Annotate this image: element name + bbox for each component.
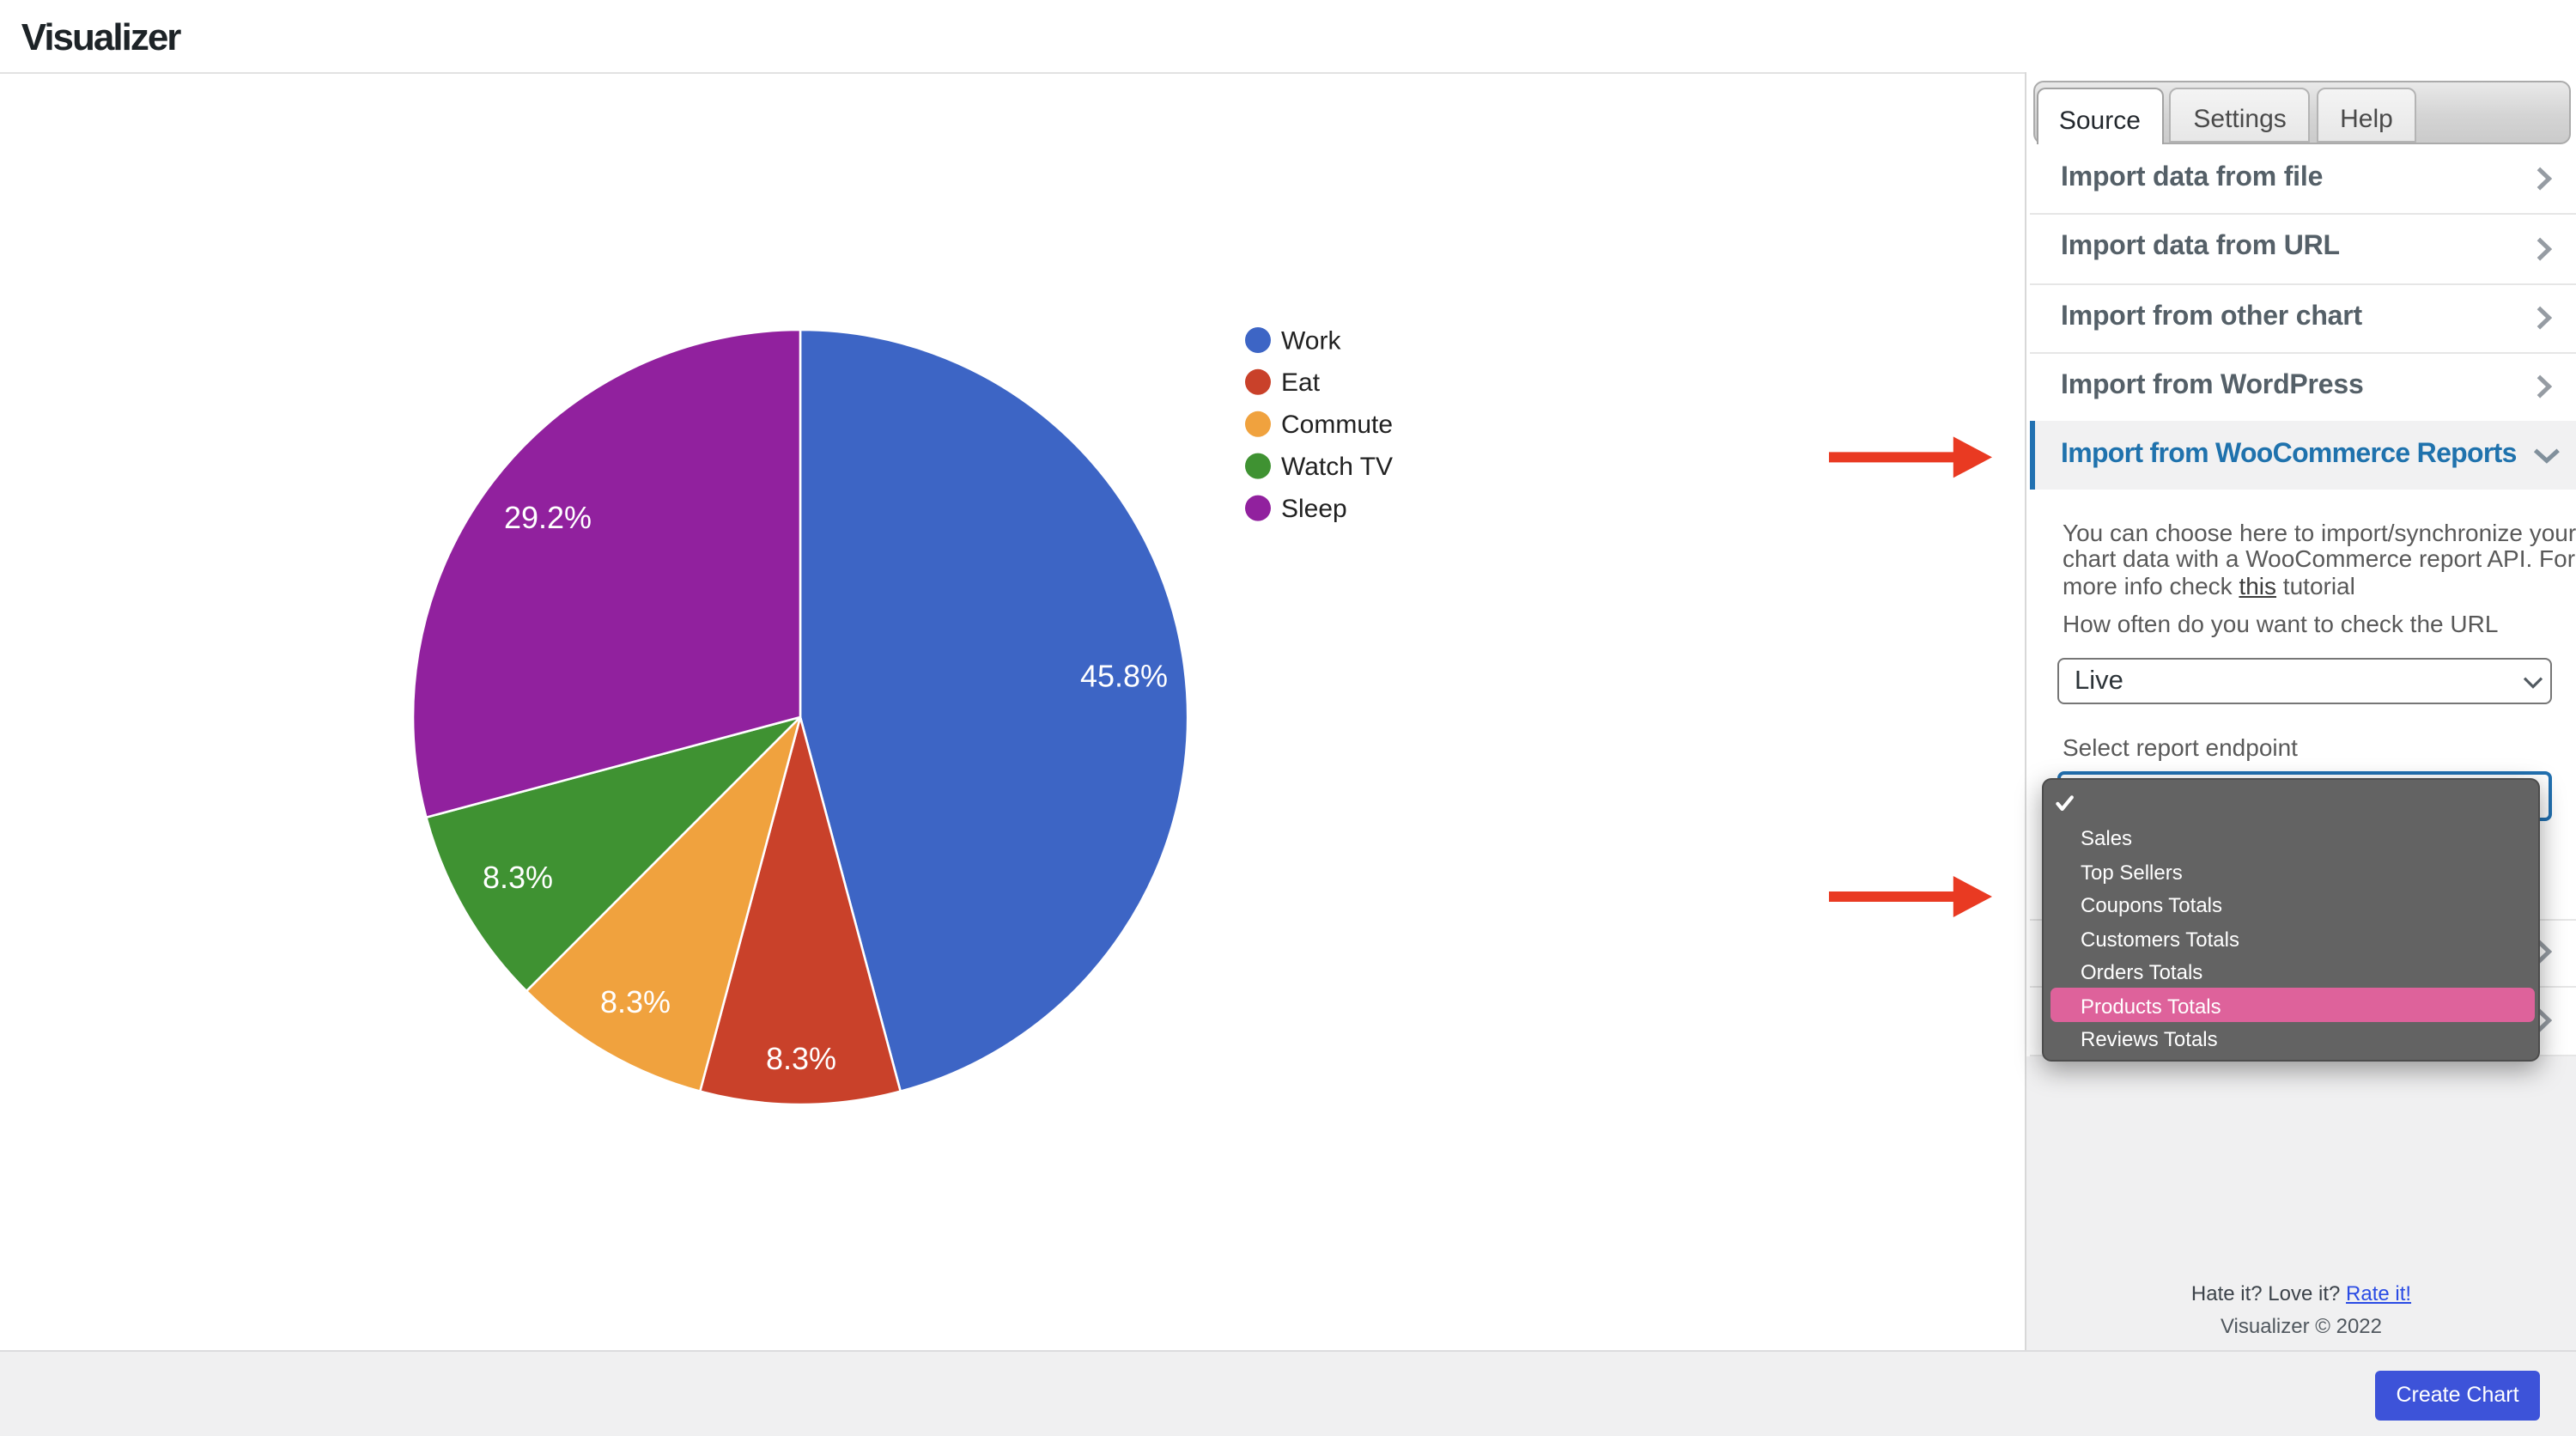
svg-text:8.3%: 8.3% — [766, 1041, 836, 1076]
svg-text:Sleep: Sleep — [1281, 495, 1347, 523]
svg-text:8.3%: 8.3% — [600, 984, 671, 1019]
svg-text:Commute: Commute — [1281, 411, 1393, 439]
svg-text:Eat: Eat — [1281, 368, 1321, 397]
svg-text:Watch TV: Watch TV — [1281, 453, 1393, 481]
svg-text:45.8%: 45.8% — [1080, 659, 1168, 694]
svg-text:Work: Work — [1281, 326, 1341, 355]
svg-text:8.3%: 8.3% — [483, 860, 553, 895]
svg-text:29.2%: 29.2% — [504, 500, 592, 535]
